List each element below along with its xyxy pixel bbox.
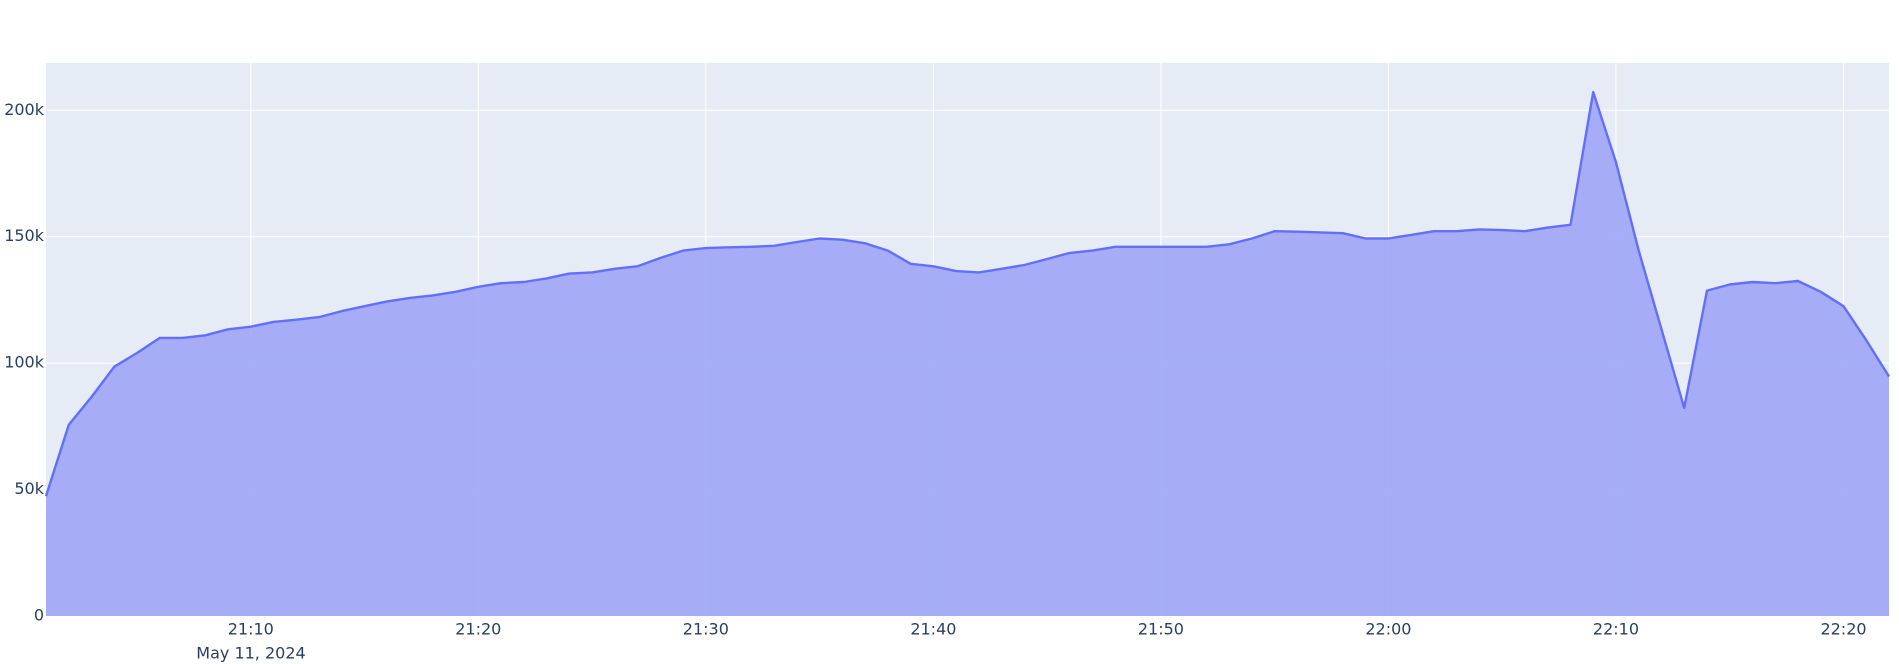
y-tick-label: 50k: [14, 479, 44, 498]
y-tick-label: 150k: [4, 226, 45, 245]
y-tick-label: 0: [34, 606, 44, 625]
y-tick-label: 100k: [4, 353, 45, 372]
x-tick-label: 22:10: [1593, 620, 1639, 639]
x-date-label: May 11, 2024: [196, 644, 305, 663]
area-fill: [46, 92, 1889, 617]
x-tick-label: 21:50: [1138, 620, 1184, 639]
area-line: [44, 90, 1891, 497]
x-tick-label: 21:20: [455, 620, 501, 639]
x-tick-label: 21:40: [910, 620, 956, 639]
y-tick-label: 200k: [4, 100, 45, 119]
x-tick-label: 21:10: [228, 620, 274, 639]
x-tick-label: 22:00: [1365, 620, 1411, 639]
x-tick-label: 21:30: [683, 620, 729, 639]
x-tick-label: 22:20: [1820, 620, 1866, 639]
